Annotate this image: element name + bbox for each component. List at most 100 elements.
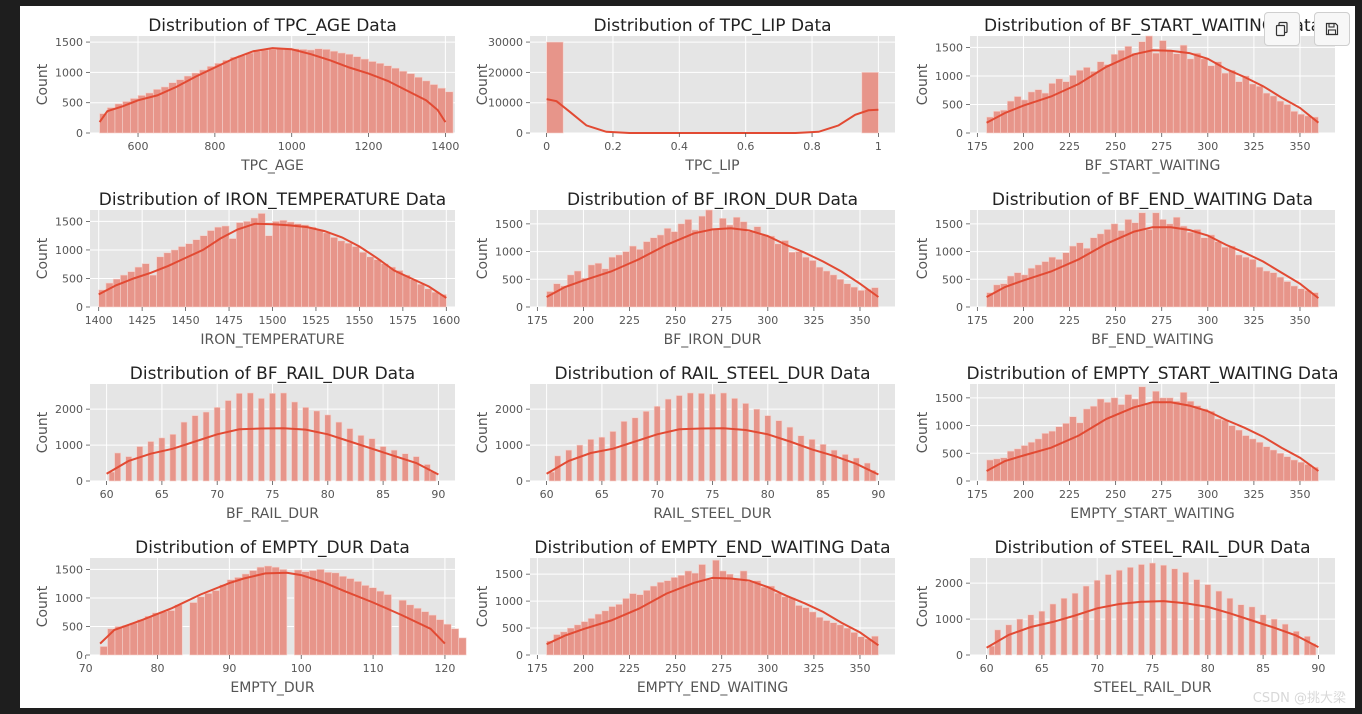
x-tick-label: 1450 [172,314,200,327]
histogram-bar [280,392,287,482]
x-axis-label: TPC_AGE [240,158,304,174]
histogram-bar [1281,623,1289,656]
histogram-bar [1193,579,1201,656]
histogram-bar [196,596,205,656]
histogram-bar [1060,597,1068,656]
histogram-bar [368,61,377,134]
kde-line [986,226,1320,299]
figure-canvas: 600 800 1000 1200 1400 0 500 1000 1500 Distributi… [20,6,1355,708]
histogram-bar [368,587,377,656]
histogram-bar [406,73,415,134]
x-tick-label: 300 [1197,314,1218,327]
histogram-bar [301,224,310,308]
y-tick-label: 1000 [55,66,83,79]
y-tick-label: 500 [942,273,963,286]
histogram-bar [829,622,838,656]
histogram-bar [178,246,186,308]
histogram-bar [620,421,628,482]
histogram-bar [1034,438,1043,482]
histogram-bar [1297,288,1305,308]
x-tick-label: 200 [1013,314,1034,327]
histogram-bar [1311,292,1319,308]
x-tick-label: 110 [363,662,384,675]
chart-10: 70 80 90 100 110 120 0 500 1000 1500 Distribution … [35,538,467,696]
histogram-bar [1124,394,1133,482]
histogram-bar [548,471,556,482]
save-button[interactable] [1314,12,1350,46]
x-tick-label: 85 [376,488,390,501]
chart-8: 60 65 70 75 80 85 90 0 1000 2000 Distribution of R… [475,364,895,522]
histogram-bar [760,234,769,308]
histogram-bar [802,607,810,656]
histogram-bar [1117,230,1126,308]
x-tick-label: 275 [1151,140,1172,153]
x-axis-label: BF_RAIL_DUR [226,506,319,522]
histogram-bar [1276,100,1285,134]
histogram-bar [746,581,755,656]
histogram-bar [260,49,269,134]
histogram-bar [114,626,123,656]
plot-area [530,36,895,133]
figure-svg: 600 800 1000 1200 1400050010001500Distributi… [35,16,1339,696]
histogram-bar [719,218,727,308]
y-axis-label: Count [475,63,491,105]
histogram-bar [565,449,573,482]
histogram-bar [252,50,262,134]
y-axis-label: Count [35,411,51,453]
x-axis-label: IRON_TEMPERATURE [200,332,344,348]
histogram-bar [1138,212,1146,308]
histogram-bar [1242,256,1250,308]
x-tick-label: 1500 [259,314,287,327]
histogram-bar [279,219,288,308]
histogram-bar [1110,53,1119,134]
histogram-bar [383,65,392,134]
histogram-bar [1013,96,1022,134]
y-tick-label: 1500 [935,41,963,54]
histogram-bar [413,607,422,656]
histogram-bar [237,55,246,134]
histogram-bar [869,469,877,482]
histogram-bar [1171,568,1178,656]
histogram-bar [871,635,879,656]
histogram-bar [822,270,831,308]
chart-3: 175 200 225 250 275 300 325 350 0 500 1000 1500 Dist… [915,16,1335,174]
histogram-bar [1200,408,1209,482]
histogram-bar [642,411,650,482]
x-tick-label: 175 [967,140,988,153]
histogram-bar [726,573,734,656]
kde-line [986,600,1319,649]
histogram-bar [850,632,858,656]
histogram-bar [1270,618,1278,656]
histogram-bar [214,62,223,134]
chart-5: 175 200 225 250 275 300 325 350 0 500 1000 1500 Dist… [475,190,895,348]
histogram-bar [1027,614,1035,656]
histogram-bar [841,454,849,482]
x-axis-label: BF_START_WAITING [1085,158,1221,174]
histogram-bar [1027,441,1036,482]
x-tick-label: 175 [967,314,988,327]
y-tick-label: 0 [956,475,963,488]
x-tick-label: 225 [619,662,640,675]
chart-1: 600 800 1000 1200 1400 0 500 1000 1500 Distributi… [35,16,459,174]
x-tick-label: 1200 [355,140,383,153]
histogram-bar [1149,562,1156,656]
histogram-bar [1182,572,1190,656]
histogram-bar [1262,446,1271,482]
histogram-bar [424,288,433,308]
histogram-bar [993,458,1001,482]
histogram-bar [1089,405,1098,482]
histogram-bar [283,47,293,134]
histogram-bar [709,393,716,482]
histogram-bar [608,256,617,308]
histogram-bar [795,251,803,308]
histogram-bar [687,392,694,482]
histogram-bar [302,407,310,482]
x-tick-label: 65 [155,488,169,501]
histogram-bar [398,599,407,656]
histogram-bar [788,251,796,308]
histogram-bar [726,224,734,308]
kde-line [98,222,447,299]
copy-button[interactable] [1264,12,1300,46]
histogram-bar [1082,585,1090,656]
histogram-bar [313,410,321,482]
